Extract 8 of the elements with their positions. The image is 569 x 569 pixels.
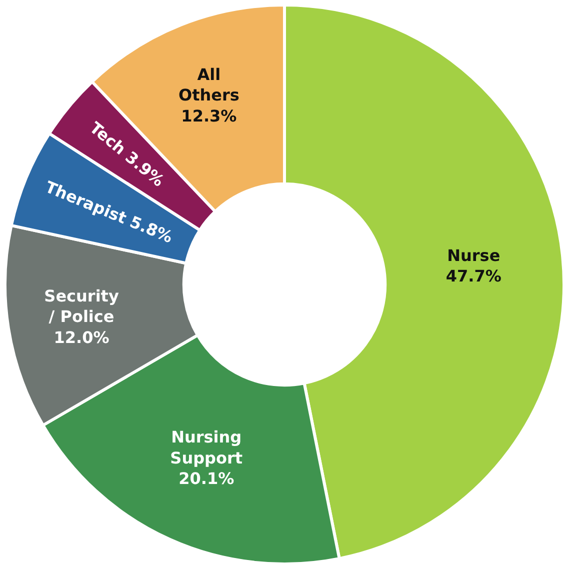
data-label: 47.7% xyxy=(446,266,502,286)
data-label: 20.1% xyxy=(178,469,234,488)
data-label: 12.3% xyxy=(181,106,237,126)
slice-label: Security / Police xyxy=(44,286,120,326)
slice-label: All Others xyxy=(178,64,240,105)
data-label: 12.0% xyxy=(54,328,110,347)
slice-label: Nursing Support xyxy=(170,428,243,468)
slice-label: Nurse xyxy=(447,246,500,265)
